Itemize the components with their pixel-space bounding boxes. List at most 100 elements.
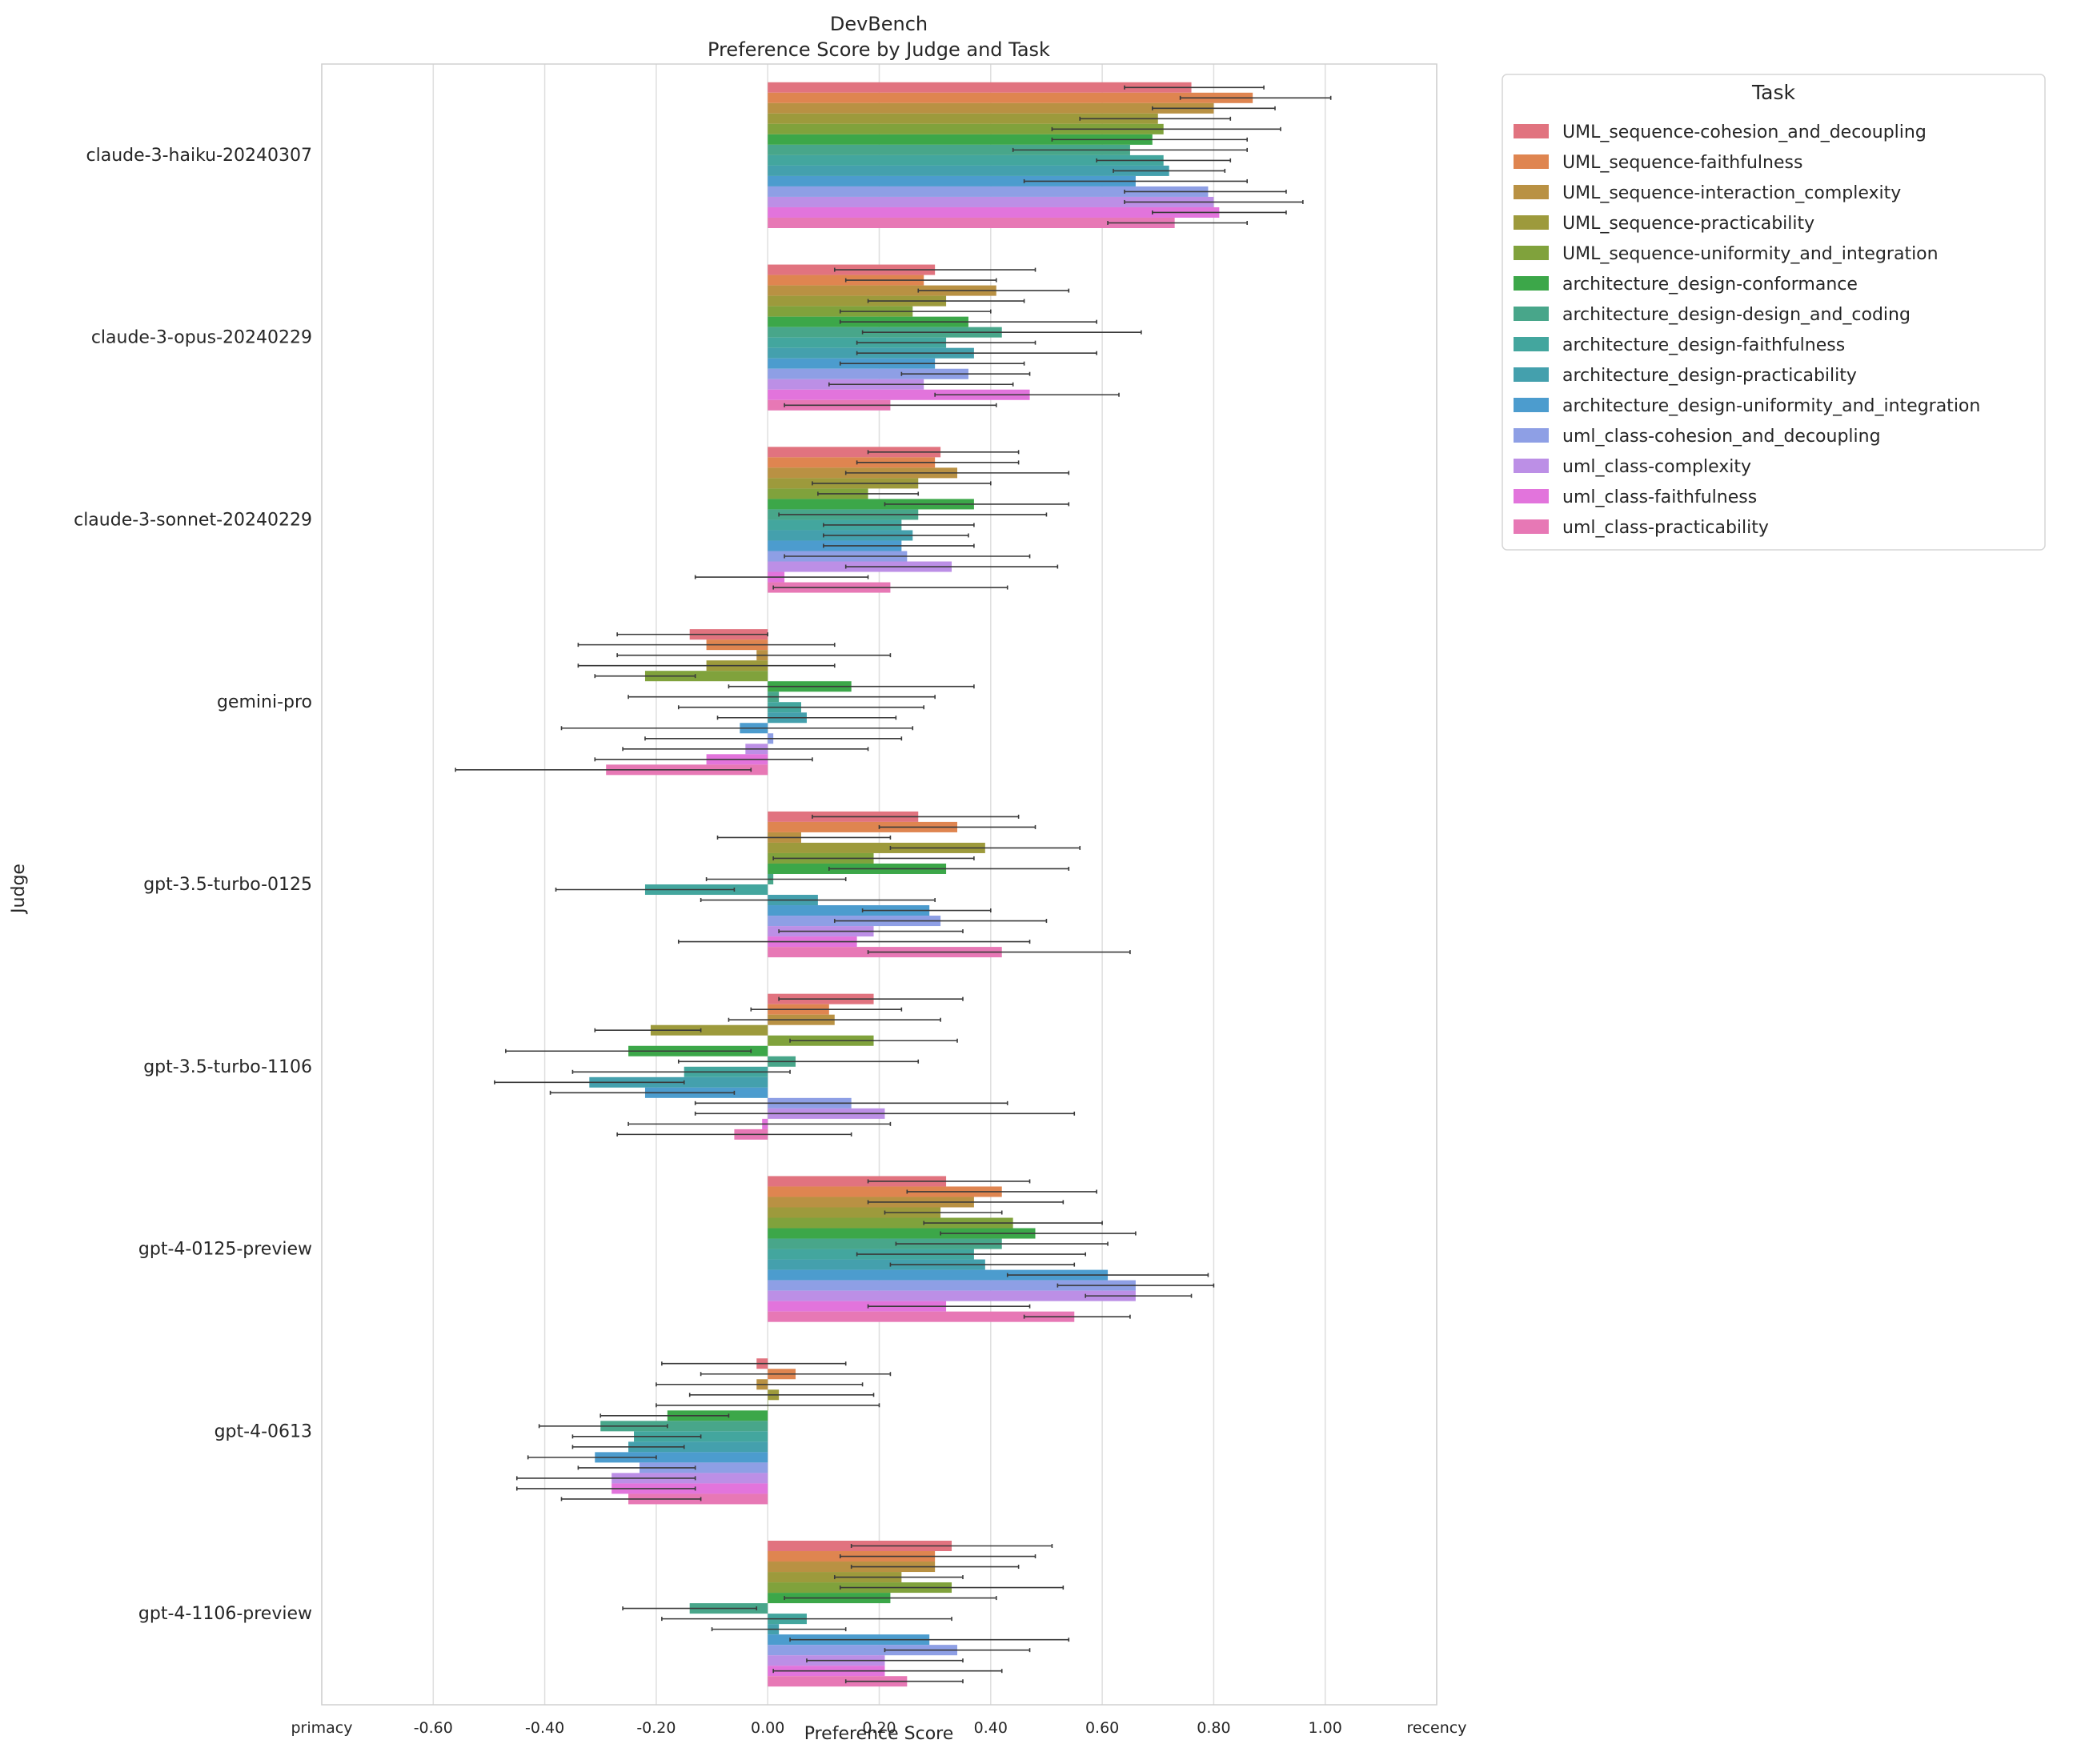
bar [644,671,768,682]
legend-label: architecture_design-uniformity_and_integ… [1562,396,1980,416]
y-tick-label: claude-3-haiku-20240307 [86,146,312,166]
legend: Task UML_sequence-cohesion_and_decoupling… [1502,74,2046,551]
legend-label: uml_class-complexity [1562,457,1751,477]
x-tick-label: 1.00 [1309,1719,1342,1737]
bar [768,1238,1002,1249]
bar [768,821,958,832]
bar [768,499,974,510]
bar [600,1421,768,1432]
bar [768,1301,947,1312]
x-axis-label: Preference Score [804,1724,954,1744]
y-tick-label: gpt-4-1106-preview [138,1604,312,1624]
bar [768,905,930,916]
legend-swatch [1514,398,1549,412]
chart-title: DevBench [830,13,928,35]
legend-label: architecture_design-design_and_coding [1562,305,1911,325]
legend-swatch [1514,307,1549,321]
chart-subtitle: Preference Score by Judge and Task [708,38,1050,61]
bar [768,1186,1002,1197]
bar [768,92,1253,103]
bar [768,842,985,853]
legend-label: UML_sequence-faithfulness [1562,153,1802,173]
legend-swatch [1514,367,1549,382]
x-tick-label: 0.80 [1197,1719,1230,1737]
bar [768,113,1158,124]
legend-swatch [1514,276,1549,291]
plot-area: primacy -0.60 -0.40 -0.20 0.00 0.20 0.40 0.60 0.… [74,63,1467,1737]
legend-swatch [1514,185,1549,199]
y-axis-label: Judge [9,864,29,915]
y-tick-label: claude-3-opus-20240229 [91,328,312,348]
bar [768,1176,947,1187]
legend-label: UML_sequence-uniformity_and_integration [1562,244,1939,264]
bar [768,186,1209,197]
bar [768,134,1153,145]
legend-box [1502,74,2046,551]
bar [768,368,968,379]
bar [768,144,1130,155]
bar [768,1228,1036,1239]
bar [595,1452,768,1463]
bar [768,285,996,296]
bar [768,217,1175,228]
x-tick-label: -0.60 [414,1719,453,1737]
legend-swatch [1514,154,1549,169]
x-tick-label: -0.20 [636,1719,676,1737]
bar [768,123,1164,134]
bar [768,295,947,307]
legend-label: UML_sequence-cohesion_and_decoupling [1562,122,1927,142]
legend-title: Task [1751,81,1795,104]
y-tick-label: gpt-3.5-turbo-0125 [143,875,312,895]
bar [768,447,941,458]
y-tick-label: claude-3-sonnet-20240229 [74,510,312,530]
bar [768,1259,985,1270]
y-tick-label: gemini-pro [217,692,312,712]
bar [768,1290,1136,1301]
bar [768,457,936,468]
bar [768,1311,1075,1322]
bar [640,1462,768,1473]
legend-label: UML_sequence-interaction_complexity [1562,183,1901,203]
bar [768,1645,958,1656]
plot-frame [321,63,1437,1706]
bar [768,82,1192,93]
legend-label: uml_class-practicability [1562,518,1769,538]
legend-swatch [1514,519,1549,534]
bar [768,102,1214,114]
legend-label: uml_class-cohesion_and_decoupling [1562,427,1881,447]
bar [768,1269,1109,1281]
legend-swatch [1514,215,1549,230]
legend-swatch [1514,459,1549,473]
legend-label: UML_sequence-practicability [1562,214,1814,234]
bar [768,1676,908,1687]
x-tick-label: recency [1407,1719,1467,1737]
legend-label: architecture_design-faithfulness [1562,335,1845,355]
x-tick-label: 0.20 [862,1719,896,1737]
bar [768,389,1030,400]
y-tick-label: gpt-3.5-turbo-1106 [143,1057,312,1077]
y-tick-label: gpt-4-0125-preview [138,1240,312,1260]
x-tick-label: primacy [291,1719,353,1737]
x-tick-label: 0.60 [1085,1719,1119,1737]
legend-swatch [1514,428,1549,443]
bar [768,154,1164,166]
legend-swatch [1514,337,1549,351]
y-tick-label: gpt-4-0613 [215,1421,312,1441]
bar [628,1441,768,1453]
bar [768,206,1220,218]
legend-label: uml_class-faithfulness [1562,487,1757,507]
legend-swatch [1514,124,1549,138]
legend-label: architecture_design-practicability [1562,366,1857,386]
bar [768,1207,941,1218]
bar [768,175,1136,186]
legend-label: architecture_design-conformance [1562,275,1858,295]
bar [650,1024,768,1036]
bar [768,1280,1136,1291]
x-tick-label: 0.40 [974,1719,1008,1737]
x-tick-label: -0.40 [525,1719,564,1737]
bar [768,196,1214,207]
legend-swatch [1514,246,1549,260]
bar [768,1217,1013,1229]
